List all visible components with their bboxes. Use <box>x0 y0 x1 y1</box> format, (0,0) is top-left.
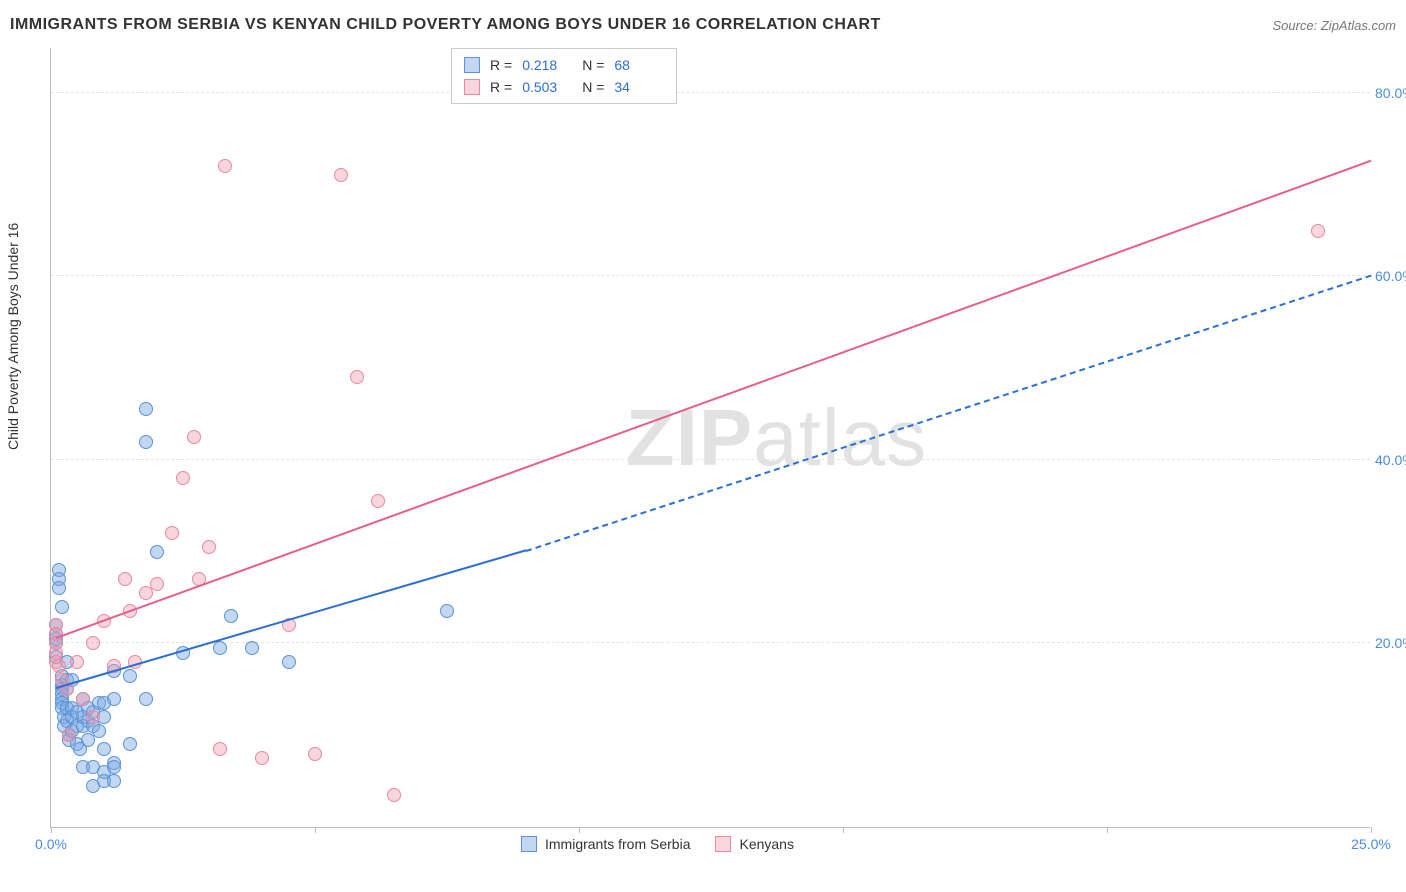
x-tick <box>1371 827 1372 833</box>
legend-item-kenya: Kenyans <box>715 836 793 852</box>
point-serbia <box>55 600 69 614</box>
point-serbia <box>107 760 121 774</box>
y-tick-label: 80.0% <box>1375 85 1406 101</box>
point-kenya <box>187 430 201 444</box>
point-serbia <box>139 435 153 449</box>
x-tick-label: 25.0% <box>1351 836 1391 852</box>
point-serbia <box>440 604 454 618</box>
legend-swatch-kenya <box>464 79 480 95</box>
x-tick <box>315 827 316 833</box>
gridline <box>51 459 1370 460</box>
x-tick <box>1107 827 1108 833</box>
point-serbia <box>245 641 259 655</box>
legend-row-kenya: R = 0.503 N = 34 <box>464 76 664 98</box>
trendline <box>56 550 526 690</box>
point-kenya <box>1311 224 1325 238</box>
correlation-legend: R = 0.218 N = 68 R = 0.503 N = 34 <box>451 48 677 104</box>
point-kenya <box>218 159 232 173</box>
point-kenya <box>52 659 66 673</box>
point-kenya <box>62 728 76 742</box>
y-tick-label: 20.0% <box>1375 635 1406 651</box>
legend-label-serbia: Immigrants from Serbia <box>545 836 690 852</box>
point-kenya <box>213 742 227 756</box>
point-kenya <box>70 655 84 669</box>
series-legend: Immigrants from Serbia Kenyans <box>521 836 794 852</box>
n-label: N = <box>582 79 604 95</box>
legend-row-serbia: R = 0.218 N = 68 <box>464 54 664 76</box>
point-serbia <box>139 402 153 416</box>
point-kenya <box>76 692 90 706</box>
point-kenya <box>86 636 100 650</box>
chart-title: IMMIGRANTS FROM SERBIA VS KENYAN CHILD P… <box>10 16 881 34</box>
point-kenya <box>150 577 164 591</box>
point-serbia <box>107 692 121 706</box>
x-tick-label: 0.0% <box>35 836 67 852</box>
n-label: N = <box>582 57 604 73</box>
point-serbia <box>52 581 66 595</box>
source-label: Source: ZipAtlas.com <box>1272 18 1396 33</box>
r-value-serbia: 0.218 <box>522 57 572 73</box>
gridline <box>51 275 1370 276</box>
y-tick-label: 60.0% <box>1375 268 1406 284</box>
point-serbia <box>97 742 111 756</box>
point-serbia <box>213 641 227 655</box>
point-serbia <box>150 545 164 559</box>
point-kenya <box>176 471 190 485</box>
legend-swatch-serbia <box>464 57 480 73</box>
r-label: R = <box>490 79 512 95</box>
chart-header: IMMIGRANTS FROM SERBIA VS KENYAN CHILD P… <box>10 10 1396 40</box>
point-serbia <box>123 669 137 683</box>
x-tick <box>579 827 580 833</box>
point-serbia <box>107 774 121 788</box>
point-kenya <box>255 751 269 765</box>
gridline <box>51 92 1370 93</box>
point-kenya <box>308 747 322 761</box>
n-value-serbia: 68 <box>614 57 664 73</box>
r-label: R = <box>490 57 512 73</box>
trendline-extrapolated <box>526 274 1371 551</box>
x-tick <box>843 827 844 833</box>
n-value-kenya: 34 <box>614 79 664 95</box>
point-serbia <box>224 609 238 623</box>
point-serbia <box>123 737 137 751</box>
trendline <box>56 160 1371 639</box>
legend-item-serbia: Immigrants from Serbia <box>521 836 690 852</box>
y-tick-label: 40.0% <box>1375 452 1406 468</box>
r-value-kenya: 0.503 <box>522 79 572 95</box>
point-kenya <box>165 526 179 540</box>
point-kenya <box>86 710 100 724</box>
x-tick <box>51 827 52 833</box>
point-serbia <box>282 655 296 669</box>
point-serbia <box>92 724 106 738</box>
scatter-plot: ZIPatlas R = 0.218 N = 68 R = 0.503 N = … <box>50 48 1370 828</box>
legend-label-kenya: Kenyans <box>739 836 793 852</box>
point-kenya <box>118 572 132 586</box>
point-kenya <box>387 788 401 802</box>
point-kenya <box>350 370 364 384</box>
legend-swatch-serbia-icon <box>521 836 537 852</box>
y-axis-label: Child Poverty Among Boys Under 16 <box>5 223 21 450</box>
legend-swatch-kenya-icon <box>715 836 731 852</box>
point-serbia <box>139 692 153 706</box>
point-kenya <box>334 168 348 182</box>
point-kenya <box>202 540 216 554</box>
point-kenya <box>371 494 385 508</box>
